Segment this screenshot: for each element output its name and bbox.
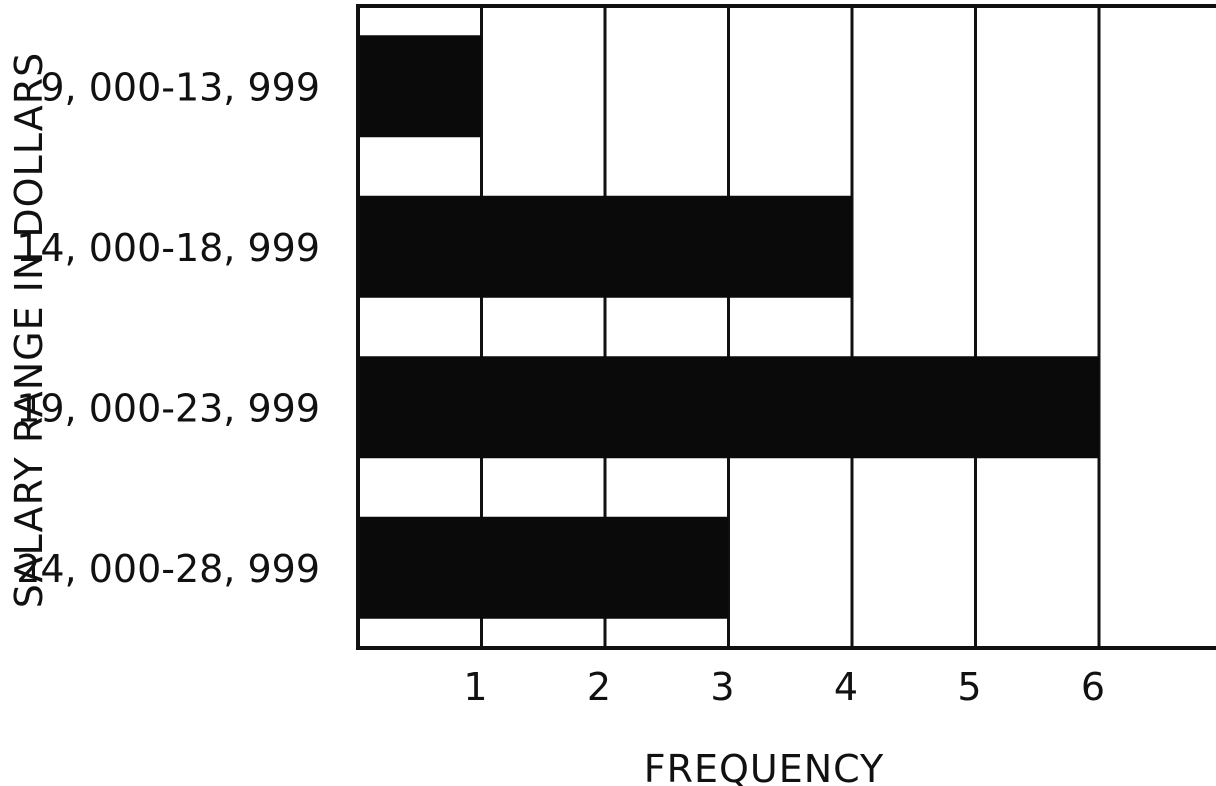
bars xyxy=(358,35,1099,619)
plot-frame xyxy=(356,4,1216,650)
x-axis-label: FREQUENCY xyxy=(644,747,885,786)
bar xyxy=(358,516,729,619)
x-tick-label: 2 xyxy=(587,665,611,709)
bar xyxy=(358,356,1099,459)
x-tick-labels: 1 2 3 4 5 6 xyxy=(463,665,1105,709)
x-tick-label: 3 xyxy=(710,665,734,709)
category-label: 14, 000-18, 999 xyxy=(16,226,320,270)
x-tick-label: 4 xyxy=(834,665,858,709)
bar xyxy=(358,35,482,138)
category-label: 19, 000-23, 999 xyxy=(16,386,320,430)
x-tick-label: 6 xyxy=(1081,665,1105,709)
category-label: 24, 000-28, 999 xyxy=(16,547,320,591)
category-labels: 9, 000-13, 999 14, 000-18, 999 19, 000-23,… xyxy=(16,65,320,591)
x-tick-label: 1 xyxy=(463,665,487,709)
category-label: 9, 000-13, 999 xyxy=(40,65,320,109)
x-tick-label: 5 xyxy=(957,665,981,709)
y-axis-label: SALARY RANGE IN DOLLARS xyxy=(7,52,51,609)
bar xyxy=(358,195,852,298)
